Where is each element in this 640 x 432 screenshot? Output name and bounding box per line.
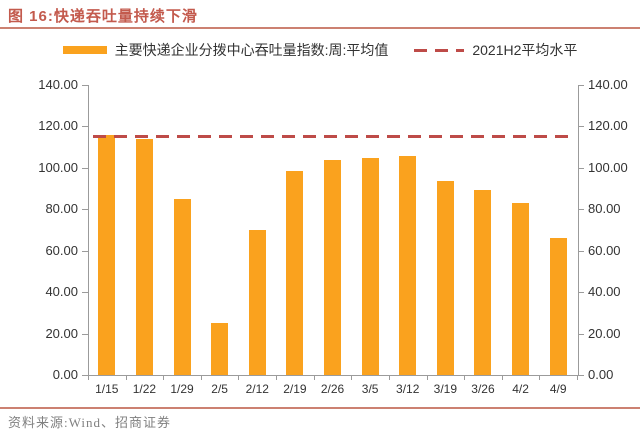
bar-series-label: 主要快递企业分拨中心吞吐量指数:周:平均值 [114, 42, 389, 58]
bar-series-swatch-icon [62, 46, 107, 54]
x-tick-mark [88, 376, 89, 380]
chart-legend: 主要快递企业分拨中心吞吐量指数:周:平均值 2021H2平均水平 [0, 40, 640, 60]
bar-1/22 [135, 138, 153, 375]
y-tick-mark-right [578, 167, 584, 169]
y-tick-label-left: 20.00 [45, 325, 78, 341]
x-tick-mark [464, 376, 466, 380]
x-tick-label: 3/19 [433, 382, 458, 396]
x-tick-mark [426, 376, 428, 380]
y-tick-label-right: 40.00 [588, 284, 621, 300]
bar-3/26 [474, 189, 492, 375]
y-tick-mark-right [578, 85, 584, 86]
y-tick-mark-left [82, 85, 88, 86]
y-tick-label-right: 100.00 [588, 159, 628, 175]
bar-2/19 [286, 170, 304, 375]
y-tick-mark-right [578, 250, 584, 252]
x-tick-label: 4/2 [512, 382, 529, 396]
avg-line-label: 2021H2平均水平 [472, 42, 578, 58]
y-tick-mark-left [82, 333, 88, 335]
figure-title: 图 16:快递吞吐量持续下滑 [8, 8, 198, 25]
y-tick-label-left: 100.00 [38, 159, 78, 175]
x-tick-mark [276, 376, 278, 380]
x-tick-label: 4/9 [549, 382, 567, 396]
x-tick-label: 3/26 [471, 382, 495, 396]
x-tick-label: 1/15 [95, 382, 119, 396]
x-tick-label: 3/5 [361, 382, 379, 396]
x-tick-mark [313, 376, 315, 380]
y-tick-label-right: 20.00 [588, 325, 621, 341]
y-tick-label-left: 120.00 [38, 118, 78, 134]
y-tick-label-right: 0.00 [588, 367, 614, 382]
y-tick-mark-right [578, 126, 584, 128]
x-tick-mark [388, 376, 390, 380]
x-tick-label: 3/12 [396, 382, 420, 396]
bar-3/5 [361, 157, 379, 375]
y-tick-label-right: 60.00 [588, 242, 621, 258]
bar-3/19 [436, 181, 454, 375]
y-tick-label-left: 40.00 [45, 284, 78, 300]
footer-divider [0, 407, 640, 409]
x-tick-mark [577, 376, 578, 380]
legend-item-bar-series: 主要快递企业分拨中心吞吐量指数:周:平均值 [62, 40, 389, 60]
y-tick-mark-left [82, 126, 88, 128]
x-tick-mark [238, 376, 240, 380]
y-tick-label-right: 120.00 [588, 118, 628, 134]
y-tick-mark-right [578, 209, 584, 211]
avg-line-swatch-icon [414, 48, 465, 52]
x-tick-mark [501, 376, 503, 380]
x-tick-label: 2/26 [320, 382, 345, 396]
bar-4/2 [512, 203, 530, 375]
x-tick-label: 2/19 [283, 382, 307, 396]
x-tick-mark [163, 376, 165, 380]
x-tick-label: 1/29 [170, 382, 194, 396]
y-tick-label-left: 0.00 [52, 367, 78, 382]
bar-1/29 [173, 198, 191, 375]
y-tick-label-left: 140.00 [38, 77, 78, 92]
x-tick-label: 2/12 [245, 382, 269, 396]
x-tick-mark [200, 376, 202, 380]
y-tick-mark-right [578, 333, 584, 335]
y-tick-mark-left [82, 375, 88, 376]
x-tick-mark [351, 376, 353, 380]
y-tick-label-left: 60.00 [45, 242, 78, 258]
plot-frame [88, 85, 579, 376]
y-tick-label-right: 80.00 [588, 201, 621, 217]
bar-1/15 [98, 134, 116, 375]
y-tick-mark-right [578, 292, 584, 294]
avg-dashed-line [93, 135, 572, 139]
bar-2/5 [211, 323, 229, 375]
y-tick-mark-left [82, 250, 88, 252]
y-tick-mark-left [82, 209, 88, 211]
x-tick-label: 1/22 [132, 382, 157, 396]
bar-2/12 [248, 230, 266, 375]
y-tick-mark-right [578, 375, 584, 376]
x-tick-label: 2/5 [211, 382, 228, 396]
legend-item-avg-line: 2021H2平均水平 [414, 40, 577, 60]
y-tick-mark-left [82, 292, 88, 294]
y-tick-mark-left [82, 167, 88, 169]
header-divider [0, 27, 640, 29]
x-tick-mark [125, 376, 127, 380]
source-note: 资料来源:Wind、招商证券 [8, 415, 171, 430]
bar-3/12 [399, 156, 417, 375]
y-tick-label-right: 140.00 [588, 77, 628, 92]
bar-2/26 [324, 159, 341, 375]
x-tick-mark [539, 376, 541, 380]
bar-4/9 [549, 238, 567, 375]
y-tick-label-left: 80.00 [45, 201, 78, 217]
